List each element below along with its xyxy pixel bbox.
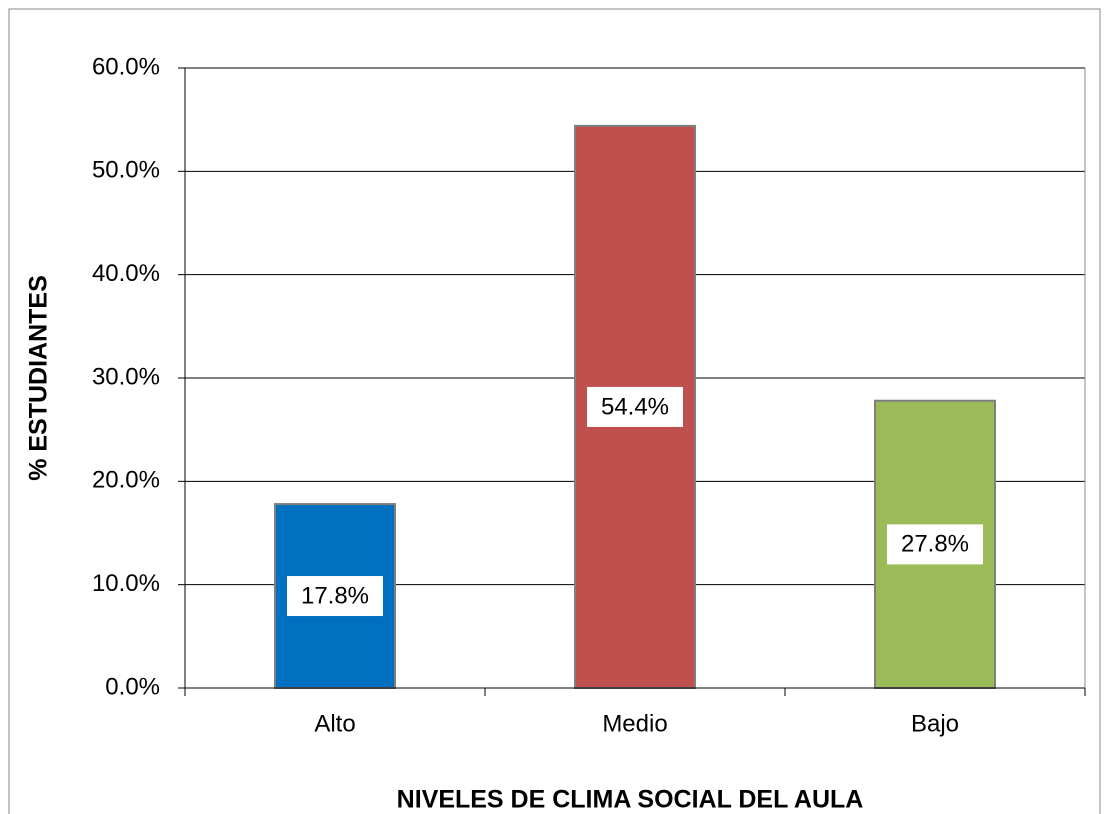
y-axis-label: % ESTUDIANTES [25,275,53,481]
y-tick-label: 40.0% [92,260,160,287]
x-tick-label: Medio [602,710,667,737]
data-label: 54.4% [601,393,669,420]
x-axis-label: NIVELES DE CLIMA SOCIAL DEL AULA [397,786,864,814]
y-tick-label: 10.0% [92,570,160,597]
y-tick-label: 20.0% [92,467,160,494]
data-label-box [287,576,383,617]
y-tick-label: 30.0% [92,363,160,390]
y-tick-label: 50.0% [92,157,160,184]
y-tick-label: 60.0% [92,53,160,80]
x-tick-label: Alto [314,710,355,737]
data-label: 17.8% [301,582,369,609]
y-tick-label: 0.0% [105,673,160,700]
data-label: 27.8% [901,531,969,558]
x-tick-label: Bajo [911,710,959,737]
data-label-box [887,524,983,565]
data-label-box [587,386,683,427]
